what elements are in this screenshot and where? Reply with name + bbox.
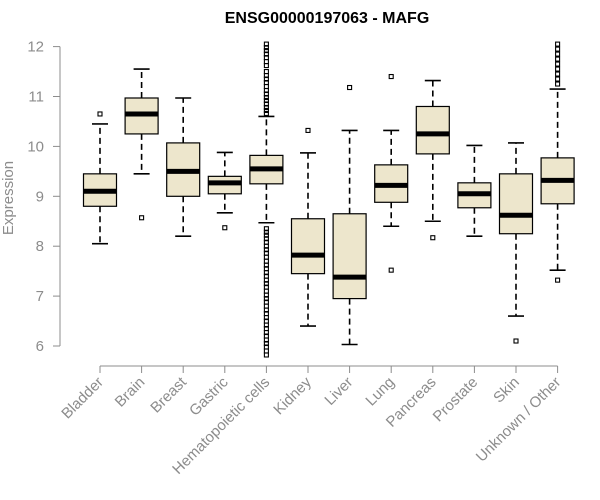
outlier-point xyxy=(263,69,269,75)
y-tick-label: 12 xyxy=(27,39,44,56)
outlier-point xyxy=(430,235,436,241)
box-iqr xyxy=(498,173,534,235)
box-brain xyxy=(124,68,159,221)
x-tick-label: Breast xyxy=(147,373,190,416)
y-tick-label: 10 xyxy=(27,138,44,155)
outlier-point xyxy=(263,258,269,264)
outlier-point xyxy=(263,83,269,90)
x-tick-label: Liver xyxy=(321,374,356,409)
outlier-point xyxy=(263,59,269,65)
x-tick-label: Kidney xyxy=(270,373,315,418)
box-breast xyxy=(166,97,201,238)
outlier-point xyxy=(139,215,145,221)
box-kidney xyxy=(290,127,326,327)
x-tick-label: Skin xyxy=(490,374,523,407)
box-lung xyxy=(374,73,409,273)
outlier-point xyxy=(513,338,519,344)
outlier-point xyxy=(263,107,269,114)
outlier-point xyxy=(263,104,269,111)
outlier-point xyxy=(555,41,561,47)
outlier-point xyxy=(97,111,103,117)
y-axis: 6 7 8 9 10 11 12 xyxy=(27,39,61,355)
outlier-point xyxy=(555,51,561,57)
outlier-point xyxy=(388,267,394,273)
outlier-point xyxy=(347,84,353,91)
box-iqr xyxy=(290,218,326,275)
outlier-point xyxy=(555,46,561,52)
box-bladder xyxy=(82,111,118,245)
outlier-point xyxy=(263,94,269,101)
box-liver xyxy=(332,84,367,346)
chart-title: ENSG00000197063 - MAFG xyxy=(225,10,430,27)
outlier-point xyxy=(555,76,561,82)
box-gastric xyxy=(207,151,242,231)
x-tick-label: Lung xyxy=(362,374,398,410)
box-skin xyxy=(498,142,534,344)
box-pancreas xyxy=(415,79,450,241)
outlier-point xyxy=(263,63,269,69)
y-tick-label: 11 xyxy=(28,89,44,106)
outlier-point xyxy=(555,81,561,87)
outlier-point xyxy=(263,352,269,358)
box-iqr xyxy=(332,213,367,300)
outlier-point xyxy=(263,229,269,235)
outlier-point xyxy=(263,110,269,117)
outlier-point xyxy=(305,127,311,133)
outlier-point xyxy=(555,66,561,72)
outlier-point xyxy=(263,288,269,294)
outlier-point xyxy=(555,56,561,62)
box-iqr xyxy=(415,105,450,155)
y-axis-label: Expression xyxy=(0,161,17,235)
box-unknown-other xyxy=(540,41,575,283)
outlier-point xyxy=(388,73,394,80)
y-tick-label: 6 xyxy=(36,338,44,355)
outlier-point xyxy=(263,303,269,309)
x-tick-label: Prostate xyxy=(430,374,482,426)
x-tick-label: Bladder xyxy=(58,374,107,423)
y-tick-label: 9 xyxy=(36,188,44,205)
outlier-point xyxy=(222,225,228,231)
outlier-point xyxy=(555,71,561,77)
x-tick-label: Brain xyxy=(112,374,149,411)
boxes-group xyxy=(82,41,575,358)
box-hematopoietic-cells xyxy=(249,41,284,358)
y-tick-label: 8 xyxy=(36,238,44,255)
outlier-point xyxy=(555,61,561,67)
outlier-point xyxy=(263,45,269,51)
outlier-point xyxy=(263,348,269,354)
box-prostate xyxy=(457,144,492,238)
outlier-point xyxy=(263,254,269,260)
y-tick-label: 7 xyxy=(36,288,44,305)
outlier-point xyxy=(555,277,561,283)
